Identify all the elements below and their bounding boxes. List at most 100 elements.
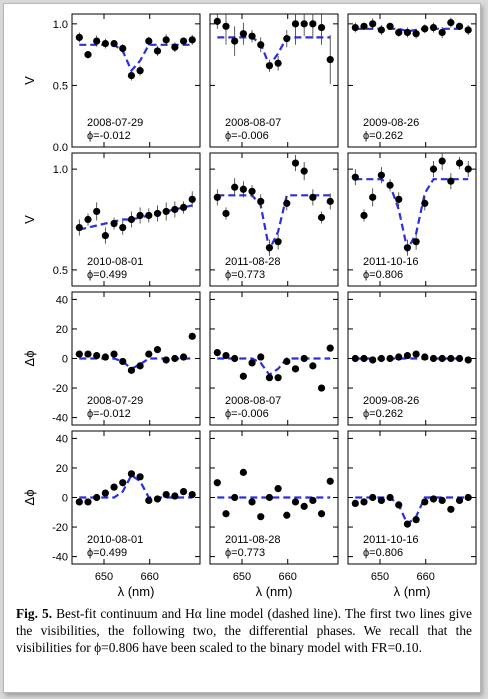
data-point xyxy=(274,374,282,382)
data-point xyxy=(403,28,412,37)
data-point xyxy=(351,23,359,32)
data-point xyxy=(300,502,308,510)
data-point xyxy=(93,207,101,216)
y-tick-label: 40 xyxy=(56,294,68,306)
data-point xyxy=(317,384,326,392)
data-point xyxy=(222,351,230,360)
data-point xyxy=(93,493,101,502)
y-axis-label: V xyxy=(22,76,37,85)
model-line xyxy=(79,473,193,499)
data-point xyxy=(101,232,109,240)
data-point xyxy=(213,348,221,357)
data-point xyxy=(239,185,247,193)
data-point xyxy=(300,354,308,363)
data-point xyxy=(464,26,472,34)
y-axis-label: V xyxy=(22,215,37,224)
data-point xyxy=(136,67,144,75)
data-point xyxy=(222,22,230,30)
data-point xyxy=(136,211,144,220)
data-point xyxy=(274,238,282,246)
data-point xyxy=(179,353,188,361)
data-point xyxy=(248,32,256,40)
data-point xyxy=(291,159,300,167)
panel-date-label: 2011-10-16 xyxy=(363,534,418,546)
panel: 2009-08-26ϕ=0.262 xyxy=(347,291,477,426)
caption-label: Fig. 5. xyxy=(16,606,53,621)
data-point xyxy=(309,193,317,201)
data-point xyxy=(429,23,438,32)
data-point xyxy=(110,219,118,228)
data-point xyxy=(429,165,438,173)
data-point xyxy=(145,496,153,505)
data-point xyxy=(136,473,144,481)
data-point xyxy=(162,356,170,364)
data-point xyxy=(395,501,403,509)
data-point xyxy=(188,36,196,44)
data-point xyxy=(283,199,291,207)
panel-phase-label: ϕ=0.262 xyxy=(363,408,403,420)
data-point xyxy=(248,498,256,506)
data-point xyxy=(145,211,153,220)
x-tick-label: 650 xyxy=(371,571,389,583)
data-point xyxy=(248,187,256,195)
data-point xyxy=(455,496,464,505)
data-point xyxy=(145,350,153,358)
data-point xyxy=(421,498,429,506)
data-point xyxy=(283,357,291,366)
data-point xyxy=(291,498,300,506)
model-line xyxy=(217,36,331,68)
data-point xyxy=(119,44,127,53)
panel: 650 660 2011-08-28ϕ=0.773 xyxy=(209,430,339,583)
data-point xyxy=(291,20,300,28)
x-tick-label: 660 xyxy=(279,571,297,583)
panel: 2011-08-28ϕ=0.773 xyxy=(209,152,339,287)
data-point xyxy=(213,193,221,201)
panel-frame xyxy=(209,13,339,148)
data-point xyxy=(231,183,239,191)
panel: 2008-08-07ϕ=-0.006 xyxy=(209,13,339,148)
x-tick-label: 650 xyxy=(233,571,251,583)
data-point xyxy=(127,215,136,224)
panel-phase-label: ϕ=-0.012 xyxy=(87,408,131,420)
data-point xyxy=(265,493,274,502)
data-point xyxy=(447,354,455,363)
data-point xyxy=(464,165,472,173)
data-point xyxy=(231,354,239,363)
panel-date-label: 2011-08-28 xyxy=(225,534,280,546)
panel-date-label: 2008-08-07 xyxy=(225,117,281,129)
data-point xyxy=(412,238,420,246)
y-tick-label: 0.5 xyxy=(53,80,68,92)
data-point xyxy=(309,362,317,370)
data-point xyxy=(179,203,188,212)
data-point xyxy=(239,30,247,38)
panel-date-label: 2008-07-29 xyxy=(87,117,143,129)
y-tick-label: 20 xyxy=(56,463,68,475)
data-point xyxy=(188,195,196,203)
y-tick-label: 1.0 xyxy=(53,164,68,176)
data-point xyxy=(153,346,162,354)
data-point xyxy=(75,498,83,506)
data-point xyxy=(317,23,326,32)
data-point xyxy=(239,468,247,476)
data-point xyxy=(369,356,377,364)
data-point xyxy=(447,505,455,513)
data-point xyxy=(119,357,127,366)
x-axis-label: λ (nm) xyxy=(118,584,155,599)
data-point xyxy=(179,37,188,45)
data-point xyxy=(222,510,230,518)
data-point xyxy=(162,207,170,216)
data-point xyxy=(110,350,118,358)
data-point xyxy=(326,55,334,64)
data-point xyxy=(421,25,429,33)
data-point xyxy=(326,197,334,205)
panel-phase-label: ϕ=-0.006 xyxy=(225,408,269,420)
data-point xyxy=(360,498,368,506)
data-point xyxy=(119,479,127,487)
data-point xyxy=(377,354,385,363)
data-point xyxy=(369,493,377,502)
data-point xyxy=(171,43,179,51)
data-point xyxy=(429,354,438,363)
data-point xyxy=(75,33,83,41)
data-point xyxy=(421,199,429,207)
data-point xyxy=(464,356,472,364)
